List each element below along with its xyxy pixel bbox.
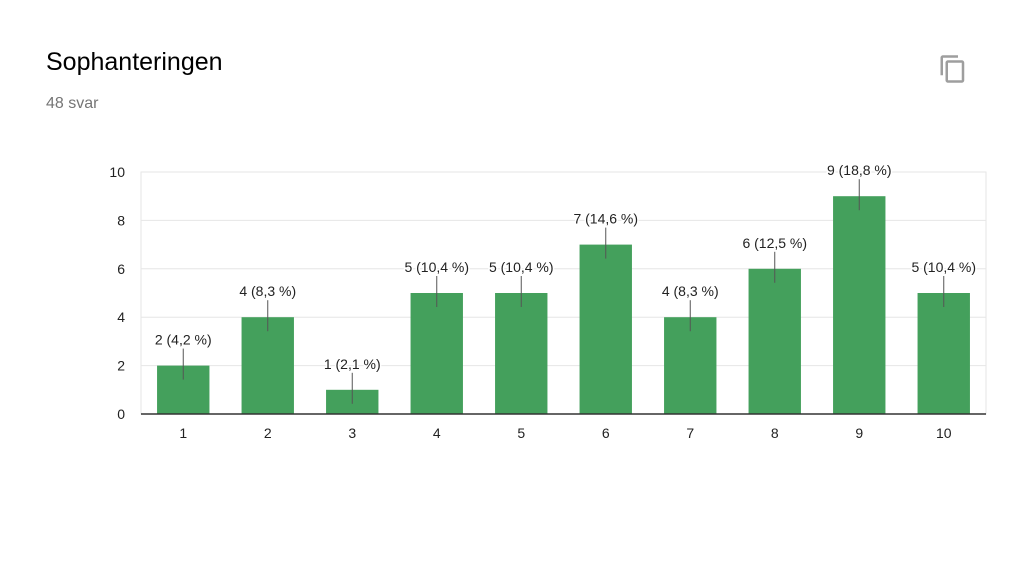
y-tick-label: 4: [117, 309, 125, 325]
x-tick-label: 9: [855, 425, 863, 441]
bar[interactable]: [833, 196, 886, 414]
x-tick-label: 2: [264, 425, 272, 441]
bar[interactable]: [748, 268, 801, 414]
data-label: 2 (4,2 %): [155, 332, 212, 348]
x-tick-label: 1: [179, 425, 187, 441]
bar[interactable]: [917, 293, 970, 414]
response-count: 48 svar: [46, 95, 99, 112]
x-tick-label: 6: [602, 425, 610, 441]
y-tick-label: 2: [117, 358, 125, 374]
bar[interactable]: [410, 293, 463, 414]
copy-icon: [940, 55, 965, 83]
bar[interactable]: [495, 293, 548, 414]
y-tick-label: 10: [109, 164, 125, 180]
data-label: 4 (8,3 %): [662, 283, 719, 299]
y-tick-label: 8: [117, 212, 125, 228]
x-tick-label: 5: [517, 425, 525, 441]
data-label: 5 (10,4 %): [489, 259, 554, 275]
bars: [157, 196, 970, 414]
bar[interactable]: [664, 317, 717, 414]
copy-chart-button[interactable]: [938, 54, 968, 84]
x-tick-label: 8: [771, 425, 779, 441]
y-tick-label: 6: [117, 261, 125, 277]
bar[interactable]: [241, 317, 294, 414]
data-label: 6 (12,5 %): [742, 235, 807, 251]
x-tick-label: 7: [686, 425, 694, 441]
data-label: 5 (10,4 %): [404, 259, 469, 275]
data-label: 7 (14,6 %): [573, 211, 638, 227]
x-tick-label: 4: [433, 425, 441, 441]
x-tick-label: 10: [936, 425, 952, 441]
y-axis-ticks: 0 2 4 6 8 10: [109, 164, 125, 422]
chart-title: Sophanteringen: [46, 48, 223, 76]
bar[interactable]: [579, 244, 632, 414]
x-axis-ticks: 1 2 3 4 5 6 7 8 9 10: [179, 425, 951, 441]
data-label: 4 (8,3 %): [239, 283, 296, 299]
data-label: 5 (10,4 %): [911, 259, 976, 275]
data-labels: 2 (4,2 %) 4 (8,3 %) 1 (2,1 %) 5 (10,4 %) 5 (…: [153, 161, 978, 404]
x-tick-label: 3: [348, 425, 356, 441]
data-label: 1 (2,1 %): [324, 356, 381, 372]
y-tick-label: 0: [117, 406, 125, 422]
data-label: 9 (18,8 %): [827, 162, 892, 178]
